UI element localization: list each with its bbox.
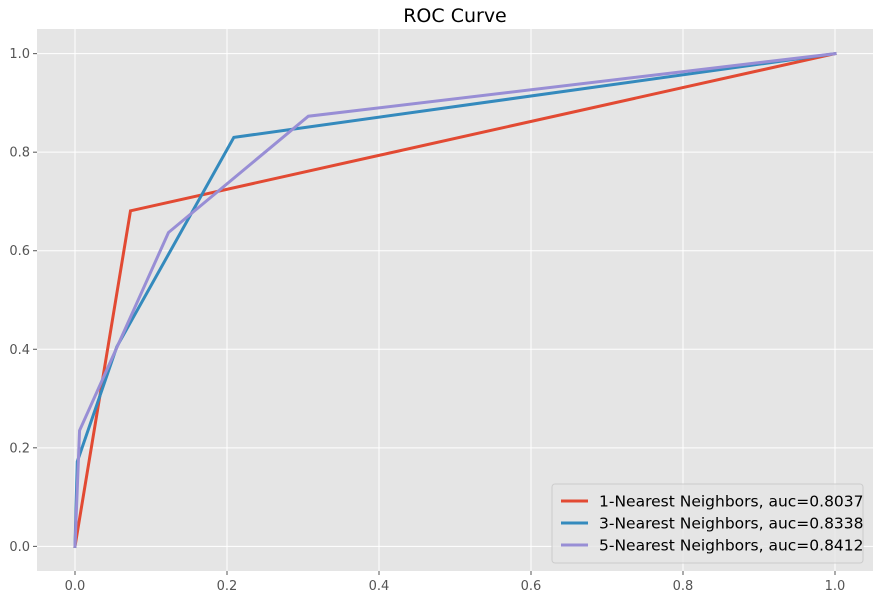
y-tick-label: 0.0 bbox=[9, 540, 30, 555]
y-axis-ticks: 0.0 0.2 0.4 0.6 0.8 1.0 bbox=[9, 47, 37, 555]
y-tick-label: 0.8 bbox=[9, 146, 30, 161]
legend-box bbox=[551, 483, 864, 564]
series-lines bbox=[73, 51, 837, 549]
y-tick-label: 0.4 bbox=[9, 343, 30, 358]
grid bbox=[37, 29, 873, 571]
x-tick-label: 0.8 bbox=[673, 579, 694, 594]
x-tick-label: 0.6 bbox=[521, 579, 542, 594]
y-tick-label: 0.2 bbox=[9, 441, 30, 456]
legend-label: 5-Nearest Neighbors, auc=0.8412 bbox=[599, 537, 864, 555]
chart-title: ROC Curve bbox=[403, 5, 507, 27]
x-tick-label: 0.0 bbox=[65, 579, 86, 594]
plot-background bbox=[37, 29, 873, 571]
series-line-1 bbox=[73, 51, 837, 549]
x-axis-ticks: 0.0 0.2 0.4 0.6 0.8 1.0 bbox=[65, 571, 846, 594]
x-tick-label: 0.4 bbox=[369, 579, 390, 594]
legend: 1-Nearest Neighbors, auc=0.8037 3-Nearest… bbox=[551, 483, 864, 564]
y-tick-label: 1.0 bbox=[9, 47, 30, 62]
legend-label: 3-Nearest Neighbors, auc=0.8338 bbox=[599, 515, 864, 533]
x-tick-label: 0.2 bbox=[217, 579, 238, 594]
legend-label: 1-Nearest Neighbors, auc=0.8037 bbox=[599, 493, 864, 511]
y-tick-label: 0.6 bbox=[9, 244, 30, 259]
series-line-3 bbox=[73, 51, 837, 548]
x-tick-label: 1.0 bbox=[825, 579, 846, 594]
